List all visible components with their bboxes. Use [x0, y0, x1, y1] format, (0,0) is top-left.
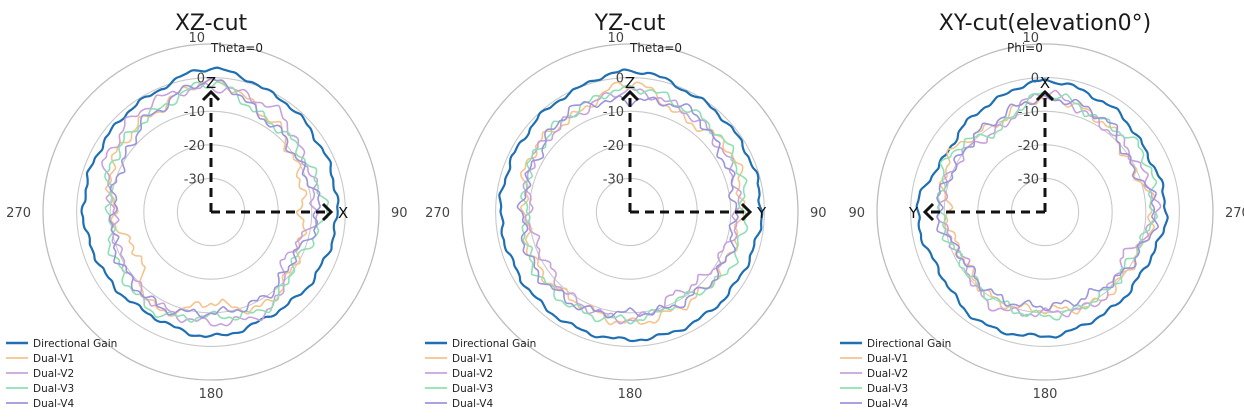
outer-ring	[461, 43, 799, 381]
radial-tick-label: -30	[184, 172, 205, 187]
legend: Directional Gain Dual-V1 Dual-V2 Dual-V3 Dua…	[6, 338, 117, 410]
legend-label: Dual-V1	[452, 353, 493, 365]
direction-label-right: 90	[391, 206, 408, 221]
vertical-arrowhead	[1035, 89, 1055, 102]
vertical-axis-label: Z	[625, 74, 635, 92]
polar-chart-3: XY-cut(elevation0°) 0 -10 -20 -30 10 270 180 90 P…	[840, 11, 1244, 410]
legend-label: Dual-V4	[33, 398, 74, 410]
reference-label: Phi=0	[1007, 41, 1043, 55]
polar-chart-1: XZ-cut 0 -10 -20 -30 10 90 180 270 Theta=0 Z X Direc…	[6, 11, 408, 410]
radial-tick-label: -30	[1018, 172, 1039, 187]
chart-title: XY-cut(elevation0°)	[939, 11, 1152, 36]
radial-tick-label: -20	[603, 139, 624, 154]
legend-label: Dual-V4	[867, 398, 908, 410]
vertical-axis-label: Z	[206, 74, 216, 92]
reference-label: Theta=0	[210, 41, 263, 55]
series-line-dual-v3	[520, 84, 749, 325]
legend-label: Dual-V2	[867, 368, 908, 380]
radial-tick-label: -30	[603, 172, 624, 187]
polar-chart-2: YZ-cut 0 -10 -20 -30 10 90 180 270 Theta=0 Z Y Direc…	[425, 11, 827, 410]
horizontal-axis-label: X	[338, 204, 348, 222]
direction-label-left: 270	[425, 206, 450, 221]
legend-label: Dual-V1	[867, 353, 908, 365]
legend-label: Dual-V3	[33, 383, 74, 395]
radial-tick-label: -20	[1018, 139, 1039, 154]
legend-label: Dual-V4	[452, 398, 493, 410]
legend-label: Dual-V1	[33, 353, 74, 365]
legend: Directional Gain Dual-V1 Dual-V2 Dual-V3 Dua…	[425, 338, 536, 410]
radial-tick-label: -10	[1018, 105, 1039, 120]
radial-tick-label: 0	[197, 72, 205, 87]
legend-label: Directional Gain	[867, 338, 951, 350]
vertical-axis-label: X	[1040, 74, 1050, 92]
vertical-arrowhead	[201, 89, 221, 102]
direction-label-top: 10	[607, 31, 624, 46]
series-line-dual-v2	[101, 82, 319, 327]
direction-label-top: 10	[1022, 31, 1039, 46]
series-line-directional-gain	[80, 66, 340, 338]
radial-tick-label: 0	[1031, 72, 1039, 87]
series-line-directional-gain	[498, 68, 764, 343]
direction-label-left: 270	[6, 206, 31, 221]
reference-label: Theta=0	[629, 41, 682, 55]
outer-ring	[42, 43, 380, 381]
legend-label: Dual-V3	[452, 383, 493, 395]
radial-tick-label: -10	[184, 105, 205, 120]
legend-label: Dual-V3	[867, 383, 908, 395]
legend-label: Directional Gain	[33, 338, 117, 350]
direction-label-left: 90	[848, 206, 865, 221]
series-line-directional-gain	[915, 78, 1169, 339]
chart-title: XZ-cut	[175, 11, 248, 36]
direction-label-right: 270	[1225, 206, 1244, 221]
grid-ring	[495, 77, 765, 347]
horizontal-axis-label: Y	[908, 204, 919, 222]
direction-label-right: 90	[810, 206, 827, 221]
grid-ring	[528, 110, 732, 314]
direction-label-bottom: 180	[618, 387, 643, 402]
chart-title: YZ-cut	[594, 11, 666, 36]
series-line-dual-v1	[520, 81, 746, 326]
legend-label: Directional Gain	[452, 338, 536, 350]
legend-label: Dual-V2	[452, 368, 493, 380]
series-line-dual-v4	[516, 95, 739, 319]
grid-ring	[943, 110, 1147, 314]
series-line-dual-v4	[936, 94, 1159, 312]
radial-tick-label: -10	[603, 105, 624, 120]
direction-label-bottom: 180	[1033, 387, 1058, 402]
vertical-arrowhead	[620, 89, 640, 102]
horizontal-arrowhead	[922, 202, 935, 222]
direction-label-bottom: 180	[199, 387, 224, 402]
horizontal-axis-label: Y	[756, 204, 767, 222]
series-line-dual-v4	[108, 77, 321, 319]
direction-label-top: 10	[188, 31, 205, 46]
radial-tick-label: -20	[184, 139, 205, 154]
horizontal-arrowhead	[321, 202, 334, 222]
series-line-dual-v2	[936, 89, 1162, 318]
outer-ring	[876, 43, 1214, 381]
legend-label: Dual-V2	[33, 368, 74, 380]
horizontal-arrowhead	[740, 202, 753, 222]
grid-ring	[910, 77, 1180, 347]
series-line-dual-v1	[104, 78, 308, 317]
series-line-dual-v3	[936, 90, 1159, 321]
radial-tick-label: 0	[616, 72, 624, 87]
legend: Directional Gain Dual-V1 Dual-V2 Dual-V3 Dua…	[840, 338, 951, 410]
